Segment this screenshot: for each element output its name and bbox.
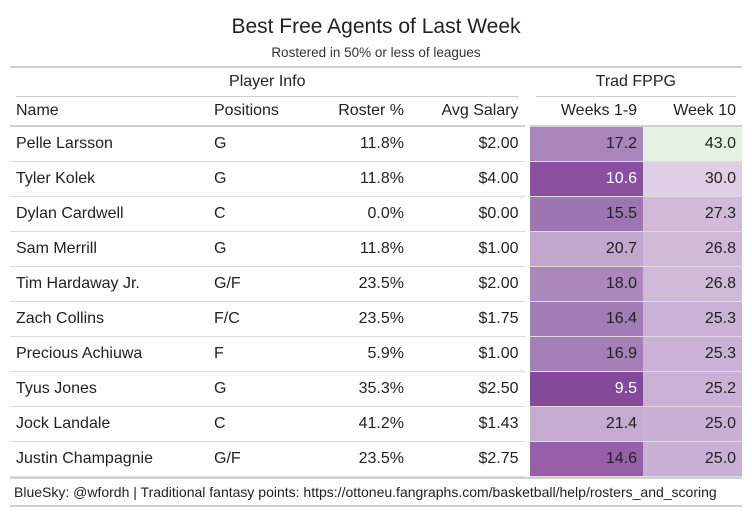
cell-positions: G/F	[208, 441, 310, 477]
cell-roster: 23.5%	[310, 441, 410, 477]
cell-name: Tyus Jones	[10, 371, 208, 407]
spanner-player-info-label: Player Info	[16, 68, 519, 97]
table-row: Sam Merrill G 11.8% $1.00 20.7 26.8	[10, 231, 743, 267]
table-subtitle: Rostered in 50% or less of leagues	[271, 45, 481, 60]
table-row: Pelle Larsson G 11.8% $2.00 17.2 43.0	[10, 126, 743, 162]
cell-week-10: 25.0	[643, 406, 743, 442]
column-header-roster: Roster %	[310, 97, 410, 127]
cell-salary: $2.00	[410, 266, 528, 302]
table-row: Justin Champagnie G/F 23.5% $2.75 14.6 2…	[10, 441, 743, 477]
cell-weeks-1-9: 18.0	[524, 266, 644, 302]
cell-salary: $0.00	[410, 196, 528, 232]
cell-week-10: 26.8	[643, 266, 743, 302]
cell-roster: 23.5%	[310, 301, 410, 337]
cell-salary: $1.00	[410, 231, 528, 267]
cell-positions: G/F	[208, 266, 310, 302]
free-agents-table: Player Info Trad FPPG Name Positions Ros…	[10, 68, 743, 477]
cell-salary: $1.00	[410, 336, 528, 372]
cell-name: Zach Collins	[10, 301, 208, 337]
cell-salary: $4.00	[410, 161, 528, 197]
heading-divider	[10, 66, 742, 68]
table-row: Zach Collins F/C 23.5% $1.75 16.4 25.3	[10, 301, 743, 337]
cell-roster: 11.8%	[310, 161, 410, 197]
table-container: Best Free Agents of Last Week Rostered i…	[10, 10, 743, 507]
table-row: Dylan Cardwell C 0.0% $0.00 15.5 27.3	[10, 196, 743, 232]
cell-positions: C	[208, 406, 310, 442]
cell-name: Tim Hardaway Jr.	[10, 266, 208, 302]
spanner-trad-fppg-label: Trad FPPG	[535, 68, 737, 97]
cell-week-10: 26.8	[643, 231, 743, 267]
cell-positions: C	[208, 196, 310, 232]
cell-name: Justin Champagnie	[10, 441, 208, 477]
cell-week-10: 25.2	[643, 371, 743, 407]
cell-weeks-1-9: 21.4	[524, 406, 644, 442]
cell-positions: G	[208, 161, 310, 197]
table-title: Best Free Agents of Last Week	[231, 15, 521, 38]
column-header-weeks-1-9: Weeks 1-9	[524, 97, 644, 127]
cell-week-10: 25.3	[643, 301, 743, 337]
cell-roster: 0.0%	[310, 196, 410, 232]
cell-salary: $2.00	[410, 126, 528, 162]
cell-name: Pelle Larsson	[10, 126, 208, 162]
cell-name: Precious Achiuwa	[10, 336, 208, 372]
cell-name: Jock Landale	[10, 406, 208, 442]
cell-week-10: 25.3	[643, 336, 743, 372]
cell-positions: G	[208, 231, 310, 267]
cell-positions: F	[208, 336, 310, 372]
cell-name: Dylan Cardwell	[10, 196, 208, 232]
cell-weeks-1-9: 16.9	[524, 336, 644, 372]
cell-weeks-1-9: 9.5	[524, 371, 644, 407]
cell-roster: 5.9%	[310, 336, 410, 372]
table-row: Tyus Jones G 35.3% $2.50 9.5 25.2	[10, 371, 743, 407]
cell-weeks-1-9: 17.2	[524, 126, 644, 162]
cell-roster: 41.2%	[310, 406, 410, 442]
cell-salary: $1.75	[410, 301, 528, 337]
cell-week-10: 43.0	[643, 126, 743, 162]
table-row: Jock Landale C 41.2% $1.43 21.4 25.0	[10, 406, 743, 442]
cell-name: Tyler Kolek	[10, 161, 208, 197]
cell-name: Sam Merrill	[10, 231, 208, 267]
cell-week-10: 30.0	[643, 161, 743, 197]
column-group-row: Player Info Trad FPPG	[10, 68, 743, 97]
cell-weeks-1-9: 14.6	[524, 441, 644, 477]
cell-positions: G	[208, 371, 310, 407]
cell-positions: G	[208, 126, 310, 162]
spanner-trad-fppg: Trad FPPG	[524, 68, 743, 97]
column-header-salary: Avg Salary	[410, 97, 528, 127]
cell-week-10: 25.0	[643, 441, 743, 477]
column-header-positions: Positions	[208, 97, 310, 127]
cell-weeks-1-9: 16.4	[524, 301, 644, 337]
cell-weeks-1-9: 10.6	[524, 161, 644, 197]
column-header-week-10: Week 10	[643, 97, 743, 127]
cell-roster: 11.8%	[310, 126, 410, 162]
cell-salary: $1.43	[410, 406, 528, 442]
cell-positions: F/C	[208, 301, 310, 337]
cell-weeks-1-9: 20.7	[524, 231, 644, 267]
spanner-player-info: Player Info	[10, 68, 527, 97]
cell-weeks-1-9: 15.5	[524, 196, 644, 232]
cell-roster: 35.3%	[310, 371, 410, 407]
source-note: BlueSky: @wfordh | Traditional fantasy p…	[10, 477, 742, 507]
table-row: Tyler Kolek G 11.8% $4.00 10.6 30.0	[10, 161, 743, 197]
cell-roster: 23.5%	[310, 266, 410, 302]
cell-salary: $2.75	[410, 441, 528, 477]
table-row: Tim Hardaway Jr. G/F 23.5% $2.00 18.0 26…	[10, 266, 743, 302]
cell-week-10: 27.3	[643, 196, 743, 232]
table-row: Precious Achiuwa F 5.9% $1.00 16.9 25.3	[10, 336, 743, 372]
cell-salary: $2.50	[410, 371, 528, 407]
cell-roster: 11.8%	[310, 231, 410, 267]
table-body: Pelle Larsson G 11.8% $2.00 17.2 43.0 Ty…	[10, 126, 743, 477]
column-header-name: Name	[10, 97, 208, 127]
column-header-row: Name Positions Roster % Avg Salary Weeks…	[10, 97, 743, 127]
